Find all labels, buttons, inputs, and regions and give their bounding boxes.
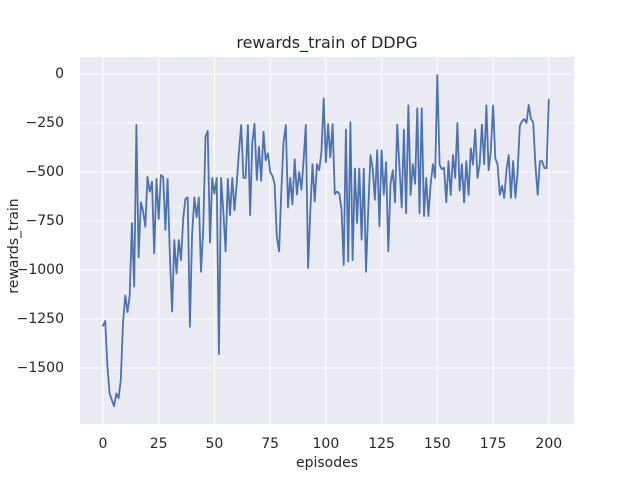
y-tick-label: 0	[55, 66, 64, 82]
y-tick-label: −500	[25, 164, 64, 180]
x-tick-label: 150	[423, 436, 451, 452]
x-tick-label: 25	[149, 436, 168, 452]
x-tick-label: 0	[98, 436, 108, 452]
x-tick-label: 175	[479, 436, 507, 452]
y-tick-label: −1250	[16, 311, 64, 327]
chart-title: rewards_train of DDPG	[236, 33, 418, 52]
x-tick-label: 50	[205, 436, 224, 452]
x-tick-label: 75	[261, 436, 280, 452]
y-tick-label: −1000	[16, 262, 64, 278]
reward-line	[102, 74, 550, 408]
x-tick-label: 200	[535, 436, 563, 452]
y-tick-label: −750	[25, 213, 64, 229]
x-axis-label: episodes	[295, 455, 359, 471]
y-axis-label: rewards_train	[6, 198, 22, 294]
y-tick-label: −1500	[16, 360, 64, 376]
y-tick-label: −250	[25, 115, 64, 131]
x-tick-label: 125	[368, 436, 395, 452]
x-tick-label: 100	[312, 436, 340, 452]
